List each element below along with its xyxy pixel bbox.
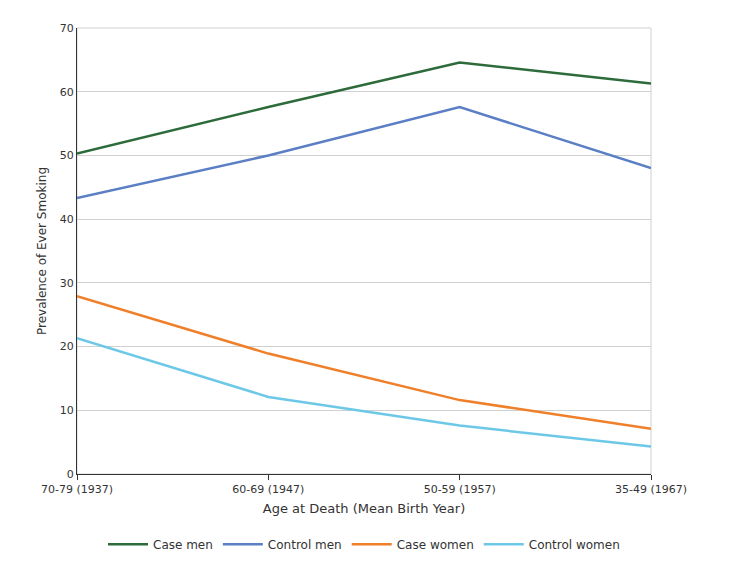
svg-text:20: 20 <box>60 340 74 353</box>
svg-text:50-59 (1957): 50-59 (1957) <box>424 483 496 496</box>
svg-text:Prevalence of Ever Smoking: Prevalence of Ever Smoking <box>35 167 49 335</box>
svg-text:50: 50 <box>60 149 74 162</box>
svg-text:0: 0 <box>67 468 74 481</box>
svg-text:60: 60 <box>60 86 74 99</box>
svg-text:Control women: Control women <box>529 538 620 552</box>
svg-text:35-49 (1967): 35-49 (1967) <box>615 483 687 496</box>
svg-text:10: 10 <box>60 404 74 417</box>
svg-text:70: 70 <box>60 22 74 35</box>
svg-text:40: 40 <box>60 213 74 226</box>
svg-text:30: 30 <box>60 277 74 290</box>
svg-text:Age at Death (Mean Birth Year): Age at Death (Mean Birth Year) <box>263 501 465 516</box>
svg-text:Case women: Case women <box>397 538 474 552</box>
svg-text:Control men: Control men <box>268 538 342 552</box>
svg-text:70-79 (1937): 70-79 (1937) <box>41 483 113 496</box>
svg-text:60-69 (1947): 60-69 (1947) <box>232 483 304 496</box>
svg-text:Case men: Case men <box>153 538 213 552</box>
